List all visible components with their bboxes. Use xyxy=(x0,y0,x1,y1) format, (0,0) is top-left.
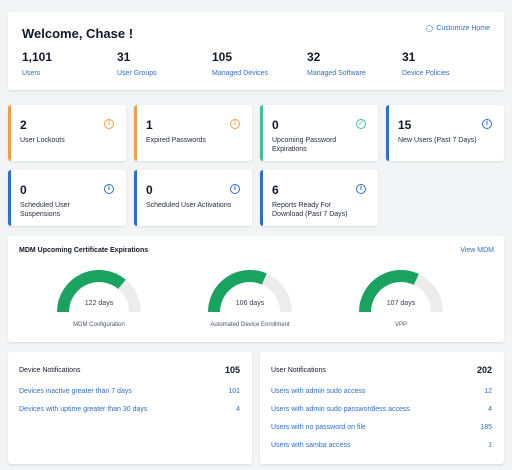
notification-count[interactable]: 1 xyxy=(488,442,492,449)
stat-value: 1,101 xyxy=(22,50,53,64)
device-notifications-card: Device Notifications 105 Devices inactiv… xyxy=(8,352,252,464)
info-circle-icon: i xyxy=(356,184,366,194)
gauge-caption: MDM Configuration xyxy=(73,322,125,328)
stat-managed-software[interactable]: 32 Managed Software xyxy=(307,50,366,77)
tile-value: 0 xyxy=(272,118,279,132)
notification-count[interactable]: 185 xyxy=(480,424,492,431)
user-notifications-card: User Notifications 202 Users with admin … xyxy=(260,352,504,464)
gauge-days-label: 107 days xyxy=(386,300,416,307)
gauge-fill xyxy=(208,270,267,313)
user-notifications-total: 202 xyxy=(476,365,492,375)
tile-accent xyxy=(260,105,263,161)
info-circle-icon: i xyxy=(482,119,492,129)
info-circle-icon: i xyxy=(230,184,240,194)
notification-label[interactable]: Users with samba access xyxy=(271,442,351,449)
gear-icon xyxy=(426,25,434,32)
tile-accent xyxy=(134,105,137,161)
tile-label: User Lockouts xyxy=(20,137,65,144)
tile-value: 2 xyxy=(20,118,27,132)
tile-accent xyxy=(8,170,11,226)
check-circle-icon: ✓ xyxy=(356,119,366,129)
stat-managed-devices[interactable]: 105 Managed Devices xyxy=(212,50,268,77)
gauge-automated-device-enrollment: 106 days Automated Device Enrollment xyxy=(195,270,305,336)
device-notifications-total: 105 xyxy=(224,365,240,375)
alert-circle-icon: ! xyxy=(230,119,240,129)
user-notifications-title: User Notifications xyxy=(271,367,326,374)
stat-value: 105 xyxy=(212,50,233,64)
notification-row[interactable]: Users with no password on file 185 xyxy=(271,424,492,431)
notification-row[interactable]: Devices with uptime greater than 30 days… xyxy=(19,406,240,413)
gauge-chart xyxy=(57,270,141,313)
mdm-certificate-card: MDM Upcoming Certificate Expirations Vie… xyxy=(8,236,504,342)
tile-accent xyxy=(8,105,11,161)
notification-row[interactable]: Devices inactive greater than 7 days 101 xyxy=(19,388,240,395)
gauge-fill xyxy=(57,270,126,313)
tile-accent xyxy=(386,105,389,161)
tile-scheduled-user-activations[interactable]: 0 Scheduled User Activations i xyxy=(134,170,252,226)
notification-row[interactable]: Users with samba access 1 xyxy=(271,442,492,449)
tile-label: Expired Passwords xyxy=(146,137,206,144)
tile-new-users[interactable]: 15 New Users (Past 7 Days) i xyxy=(386,105,504,161)
notification-count[interactable]: 4 xyxy=(236,406,240,413)
page-title: Welcome, Chase ! xyxy=(22,26,134,41)
gauge-chart xyxy=(359,270,443,313)
tile-label: Reports Ready For Download (Past 7 Days) xyxy=(272,202,348,218)
gauge-days-label: 106 days xyxy=(235,300,265,307)
stat-value: 31 xyxy=(402,50,416,64)
gauge-fill xyxy=(359,270,419,313)
notification-label[interactable]: Users with no password on file xyxy=(271,424,366,431)
alert-circle-icon: ! xyxy=(104,119,114,129)
stat-users[interactable]: 1,101 Users xyxy=(22,50,52,77)
stat-label[interactable]: Managed Software xyxy=(307,70,366,77)
notification-row[interactable]: Users with admin sudo access 12 xyxy=(271,388,492,395)
stat-label[interactable]: Users xyxy=(22,70,41,77)
stat-value: 32 xyxy=(307,50,321,64)
notification-count[interactable]: 101 xyxy=(228,388,240,395)
stat-device-policies[interactable]: 31 Device Policies xyxy=(402,50,449,77)
notification-label[interactable]: Devices with uptime greater than 30 days xyxy=(19,406,148,413)
tile-value: 0 xyxy=(20,183,27,197)
tile-reports-ready[interactable]: 6 Reports Ready For Download (Past 7 Day… xyxy=(260,170,378,226)
tile-value: 0 xyxy=(146,183,153,197)
tile-label: Scheduled User Suspensions xyxy=(20,202,70,218)
notification-row[interactable]: Users with admin sudo passwordless acces… xyxy=(271,406,492,413)
info-circle-icon: i xyxy=(104,184,114,194)
tile-label: Scheduled User Activations xyxy=(146,202,232,209)
stat-label[interactable]: User Groups xyxy=(117,70,157,77)
stat-user-groups[interactable]: 31 User Groups xyxy=(117,50,157,77)
device-notifications-title: Device Notifications xyxy=(19,367,81,374)
mdm-card-title: MDM Upcoming Certificate Expirations xyxy=(19,247,149,254)
notification-label[interactable]: Devices inactive greater than 7 days xyxy=(19,388,132,395)
tile-label: New Users (Past 7 Days) xyxy=(398,137,477,144)
gauge-caption: VPP xyxy=(394,322,407,328)
notification-count[interactable]: 12 xyxy=(484,388,492,395)
view-mdm-link[interactable]: View MDM xyxy=(460,247,494,254)
tile-label: Upcoming Password Expirations xyxy=(272,137,337,153)
tile-accent xyxy=(134,170,137,226)
tile-user-lockouts[interactable]: 2 User Lockouts ! xyxy=(8,105,126,161)
tile-value: 6 xyxy=(272,183,279,197)
gauge-days-label: 122 days xyxy=(84,300,114,307)
tile-expired-passwords[interactable]: 1 Expired Passwords ! xyxy=(134,105,252,161)
notification-label[interactable]: Users with admin sudo access xyxy=(271,388,366,395)
tile-value: 15 xyxy=(398,118,412,132)
tile-accent xyxy=(260,170,263,226)
customize-home-label: Customize Home xyxy=(436,25,490,32)
welcome-card: Welcome, Chase ! Customize Home 1,101 Us… xyxy=(8,12,504,90)
tile-value: 1 xyxy=(146,118,153,132)
gauge-vpp: 107 days VPP xyxy=(346,270,456,336)
stat-label[interactable]: Device Policies xyxy=(402,70,450,77)
gauge-caption: Automated Device Enrollment xyxy=(210,322,290,328)
tile-scheduled-user-suspensions[interactable]: 0 Scheduled User Suspensions i xyxy=(8,170,126,226)
notification-label[interactable]: Users with admin sudo passwordless acces… xyxy=(271,406,410,413)
gauge-chart xyxy=(208,270,292,313)
stat-label[interactable]: Managed Devices xyxy=(212,70,269,77)
gauge-mdm-configuration: 122 days MDM Configuration xyxy=(44,270,154,336)
notification-count[interactable]: 4 xyxy=(488,406,492,413)
customize-home-link[interactable]: Customize Home xyxy=(426,25,490,32)
tile-upcoming-password-expirations[interactable]: 0 Upcoming Password Expirations ✓ xyxy=(260,105,378,161)
stat-value: 31 xyxy=(117,50,131,64)
